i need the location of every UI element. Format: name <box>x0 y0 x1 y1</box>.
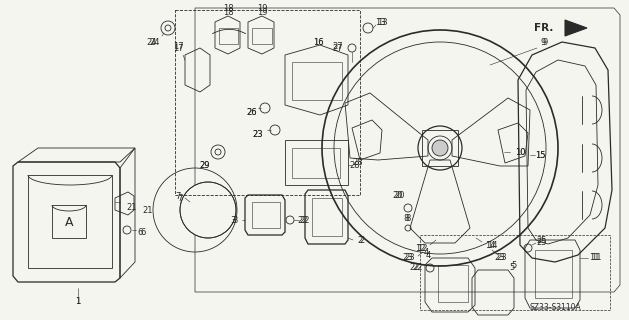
Bar <box>422 130 458 166</box>
Text: 2: 2 <box>357 236 363 244</box>
Bar <box>252 28 272 44</box>
Text: 14: 14 <box>485 241 495 250</box>
Text: 11: 11 <box>589 253 599 262</box>
Text: 28: 28 <box>353 157 364 166</box>
Text: 21: 21 <box>143 205 153 214</box>
Text: 13: 13 <box>375 18 386 27</box>
Text: 5: 5 <box>509 263 515 273</box>
Text: 16: 16 <box>313 37 323 46</box>
Text: 17: 17 <box>173 42 183 51</box>
Text: 14: 14 <box>487 241 498 250</box>
Text: 23: 23 <box>404 253 415 262</box>
Text: 9: 9 <box>542 37 548 46</box>
Text: 29: 29 <box>200 161 210 170</box>
Bar <box>535 250 572 298</box>
Text: 6: 6 <box>137 228 143 236</box>
Text: FR.: FR. <box>533 23 553 33</box>
Text: 23: 23 <box>403 253 413 262</box>
Text: 22: 22 <box>300 215 310 225</box>
Text: 22: 22 <box>409 263 420 273</box>
Text: 28: 28 <box>350 161 360 170</box>
Bar <box>52 205 86 238</box>
Polygon shape <box>565 20 587 36</box>
Text: 22: 22 <box>413 263 423 273</box>
Bar <box>312 198 342 236</box>
Text: 2: 2 <box>359 236 365 244</box>
Text: 1: 1 <box>75 298 81 307</box>
Text: 23: 23 <box>497 253 508 262</box>
Bar <box>438 265 468 302</box>
Bar <box>292 148 340 178</box>
Text: 29: 29 <box>200 161 210 170</box>
Text: 20: 20 <box>392 190 403 199</box>
Text: 12: 12 <box>417 244 427 252</box>
Text: 8: 8 <box>405 213 411 222</box>
Bar <box>252 202 280 228</box>
Text: 24: 24 <box>147 37 157 46</box>
Text: 21: 21 <box>127 203 137 212</box>
Text: 23: 23 <box>494 253 505 262</box>
Text: 20: 20 <box>395 190 405 199</box>
Text: 4: 4 <box>423 247 428 257</box>
Text: 26: 26 <box>247 108 257 116</box>
Text: 23: 23 <box>253 130 264 139</box>
Text: 6: 6 <box>140 228 146 236</box>
Text: SZ33-S3110A: SZ33-S3110A <box>529 303 581 313</box>
Text: 1: 1 <box>75 298 81 307</box>
Text: 17: 17 <box>173 44 183 52</box>
Text: 24: 24 <box>150 37 160 46</box>
Text: 27: 27 <box>333 44 343 52</box>
Text: 11: 11 <box>591 253 601 262</box>
Text: 25: 25 <box>537 236 547 244</box>
Text: 7: 7 <box>175 191 181 201</box>
Circle shape <box>180 182 236 238</box>
Text: 15: 15 <box>535 150 545 159</box>
Bar <box>420 235 610 310</box>
Text: 13: 13 <box>377 18 387 27</box>
Text: 5: 5 <box>511 260 516 269</box>
Text: A: A <box>65 215 73 228</box>
Text: 7: 7 <box>177 194 182 203</box>
Text: 18: 18 <box>223 4 233 12</box>
Text: 12: 12 <box>415 244 425 252</box>
Text: 18: 18 <box>223 7 233 17</box>
Text: 22: 22 <box>298 215 308 225</box>
Bar <box>219 28 238 44</box>
Text: 8: 8 <box>403 213 409 222</box>
Text: 19: 19 <box>257 4 267 12</box>
Text: 10: 10 <box>515 148 525 156</box>
Text: 27: 27 <box>333 42 343 51</box>
Bar <box>175 10 360 195</box>
Text: 19: 19 <box>257 7 267 17</box>
Text: 23: 23 <box>253 130 264 139</box>
Text: 10: 10 <box>515 148 525 156</box>
Bar <box>292 62 342 100</box>
Circle shape <box>432 140 448 156</box>
Text: 15: 15 <box>535 150 545 159</box>
Text: 3: 3 <box>230 215 236 225</box>
Text: 25: 25 <box>537 237 547 246</box>
Text: 16: 16 <box>313 37 323 46</box>
Text: 4: 4 <box>425 251 431 260</box>
Text: 3: 3 <box>232 215 238 225</box>
Text: 26: 26 <box>247 108 257 116</box>
Text: 9: 9 <box>540 37 545 46</box>
